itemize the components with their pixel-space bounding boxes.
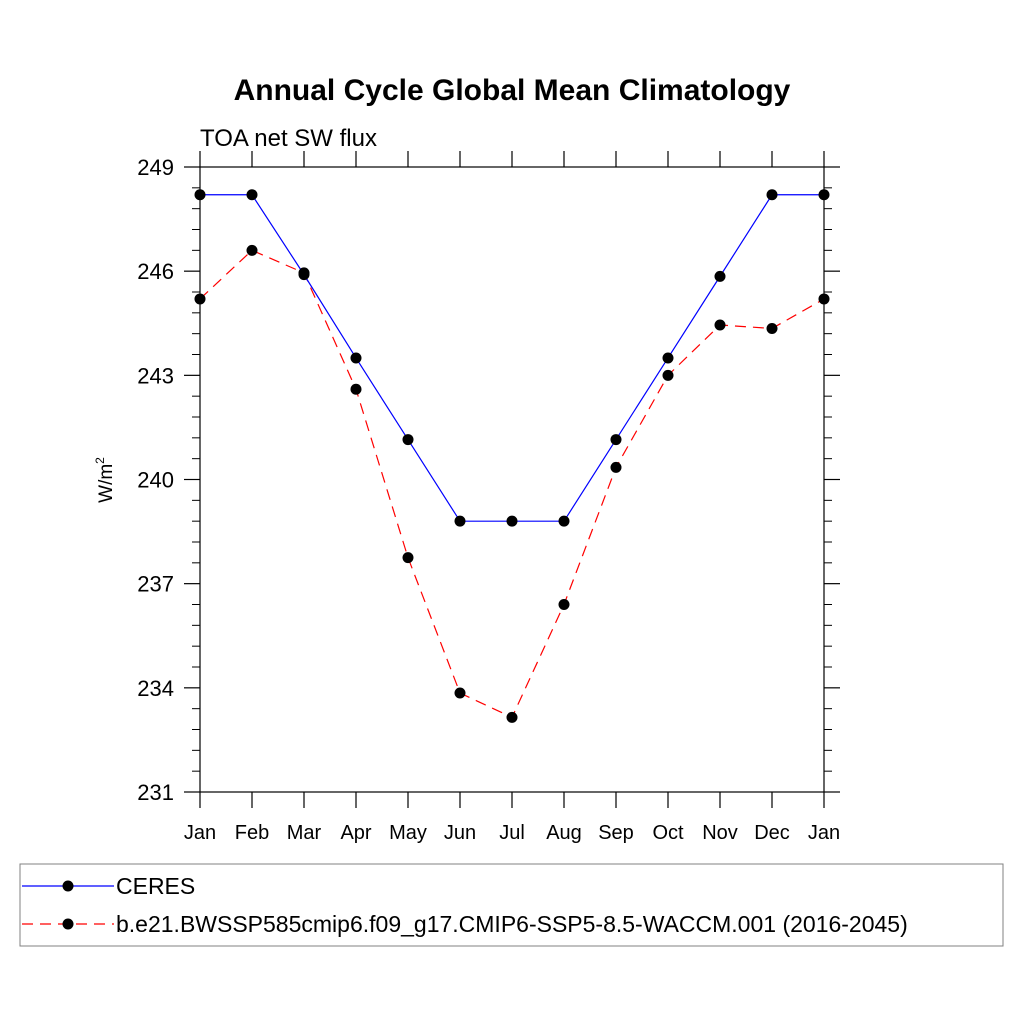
- series-point-ceres: [558, 515, 570, 527]
- legend-box: [19, 863, 1004, 947]
- x-tick-label: Dec: [754, 822, 790, 844]
- x-tick-label: Aug: [546, 822, 582, 844]
- chart-subtitle: TOA net SW flux: [200, 125, 377, 152]
- x-axis: Jan Feb Mar Apr May Jun Jul Aug Sep Oct Nov Dec Jan: [184, 151, 840, 844]
- series-point-ceres: [506, 515, 518, 527]
- series-point-ceres: [350, 352, 362, 364]
- y-tick-label: 246: [137, 259, 174, 284]
- legend-label-ceres: CERES: [116, 873, 195, 899]
- series-point-model: [194, 293, 206, 305]
- legend: CERES b.e21.BWSSP585cmip6.f09_g17.CMIP6-S…: [19, 863, 1004, 947]
- series-point-model: [714, 319, 726, 331]
- series-point-ceres: [714, 270, 726, 282]
- series-point-model: [350, 383, 362, 395]
- series-point-ceres: [194, 189, 206, 201]
- legend-label-model: b.e21.BWSSP585cmip6.f09_g17.CMIP6-SSP5-8…: [116, 911, 908, 937]
- x-tick-label: Mar: [287, 822, 322, 844]
- series-point-ceres: [610, 434, 622, 446]
- y-tick-label: 240: [137, 468, 174, 493]
- series-point-ceres: [818, 189, 830, 201]
- series-point-model: [818, 293, 830, 305]
- x-tick-label: Nov: [702, 822, 738, 844]
- y-tick-label: 249: [137, 155, 174, 180]
- series-point-ceres: [766, 189, 778, 201]
- series-point-model: [662, 369, 674, 381]
- series-line-ceres: [200, 194, 824, 522]
- x-tick-label: Jun: [444, 822, 476, 844]
- y-tick-label: 243: [137, 363, 174, 388]
- chart-title: Annual Cycle Global Mean Climatology: [234, 74, 791, 107]
- series-point-ceres: [246, 189, 258, 201]
- y-axis-label: W/m2: [93, 457, 117, 503]
- series-point-ceres: [662, 352, 674, 364]
- y-axis: 231 234 237 240 243 246 249: [137, 155, 840, 805]
- x-tick-label: Jan: [184, 822, 216, 844]
- x-tick-label: Sep: [598, 822, 634, 844]
- series-point-model: [610, 461, 622, 473]
- x-tick-label: Apr: [340, 822, 371, 844]
- legend-marker-model: [62, 918, 74, 930]
- y-tick-label: 234: [137, 676, 174, 701]
- series-point-model: [506, 711, 518, 723]
- series-point-model: [402, 552, 414, 564]
- x-tick-label: Feb: [235, 822, 269, 844]
- x-tick-label: Jan: [808, 822, 840, 844]
- series-container: [194, 189, 830, 723]
- series-point-model: [454, 687, 466, 699]
- series-point-model: [246, 244, 258, 256]
- x-tick-label: May: [389, 822, 427, 844]
- x-tick-label: Oct: [652, 822, 684, 844]
- x-tick-label: Jul: [499, 822, 525, 844]
- series-point-ceres: [454, 515, 466, 527]
- legend-marker-ceres: [62, 880, 74, 892]
- y-tick-label: 231: [137, 780, 174, 805]
- y-tick-label: 237: [137, 572, 174, 597]
- series-point-model: [766, 322, 778, 334]
- series-point-ceres: [402, 434, 414, 446]
- series-line-model: [199, 249, 825, 719]
- series-point-ceres: [298, 269, 310, 281]
- series-point-model: [558, 599, 570, 610]
